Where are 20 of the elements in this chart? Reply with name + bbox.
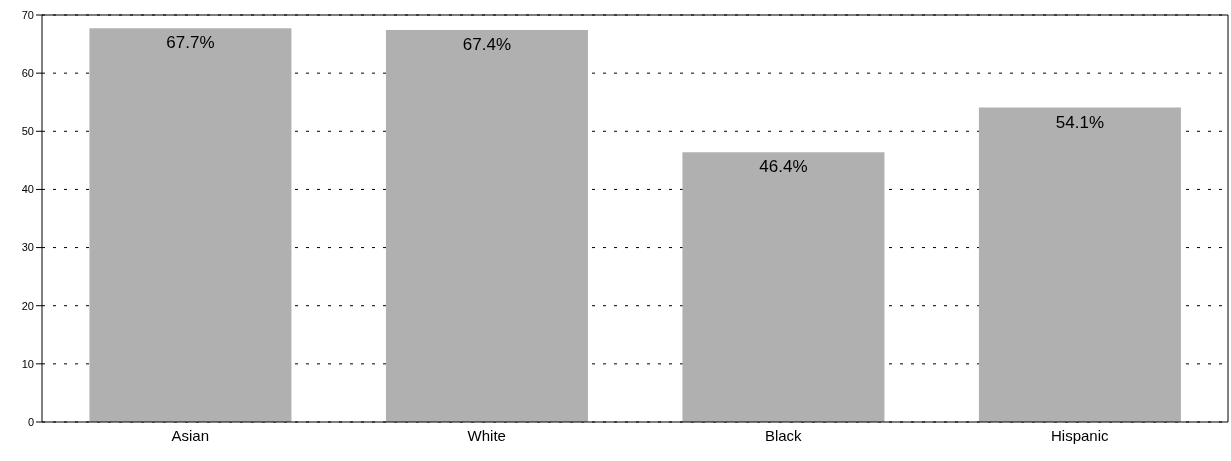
y-tick-label: 30 [21,241,34,254]
bar [682,152,885,422]
data-label: 46.4% [759,157,808,177]
data-label: 67.4% [462,35,512,55]
data-label: 54.1% [1055,112,1105,132]
y-tick-label: 0 [27,415,34,428]
y-tick-label: 50 [21,125,34,138]
bar [89,28,292,422]
x-tick-label: White [467,426,506,444]
x-tick-label: Asian [171,426,210,444]
x-tick-label: Hispanic [1050,426,1110,444]
y-tick-label: 10 [21,357,34,370]
bar [978,107,1181,422]
data-label: 67.7% [166,33,215,53]
x-tick-label: Black [764,426,803,444]
y-tick-label: 20 [21,299,34,312]
y-tick-label: 60 [21,67,34,80]
y-tick-label: 40 [21,183,34,196]
y-tick-label: 70 [21,8,34,21]
bar [385,30,588,422]
